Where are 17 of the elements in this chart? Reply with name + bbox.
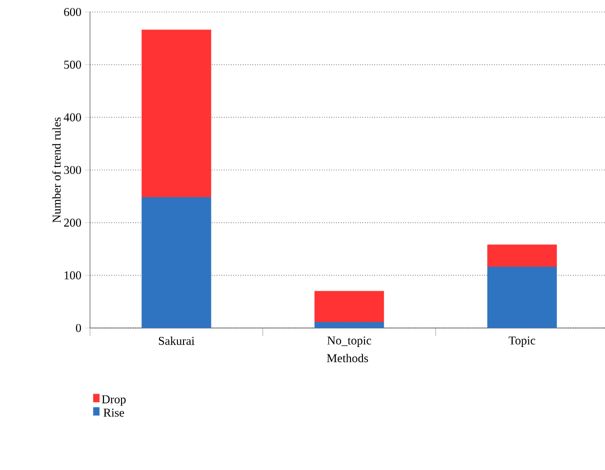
y-tick-label: 600 bbox=[64, 8, 82, 16]
x-axis-title: Methods bbox=[326, 354, 368, 362]
legend-label: Rise bbox=[104, 408, 124, 417]
y-axis-title: Number of trend rules bbox=[52, 117, 61, 223]
x-tick-label: Topic bbox=[508, 336, 536, 347]
y-tick-label: 300 bbox=[64, 166, 82, 174]
x-tick-label: Sakurai bbox=[158, 336, 194, 345]
legend-label: Drop bbox=[102, 395, 126, 406]
y-tick-label: 500 bbox=[64, 60, 82, 69]
y-tick-label: 200 bbox=[64, 218, 82, 227]
bar bbox=[314, 290, 384, 322]
y-tick-label: 400 bbox=[64, 113, 82, 122]
bar bbox=[487, 244, 557, 268]
x-tick-label: No_topic bbox=[327, 336, 372, 347]
bar bbox=[142, 30, 212, 198]
y-tick-label: 0 bbox=[76, 324, 82, 332]
y-tick-label: 100 bbox=[64, 271, 82, 280]
